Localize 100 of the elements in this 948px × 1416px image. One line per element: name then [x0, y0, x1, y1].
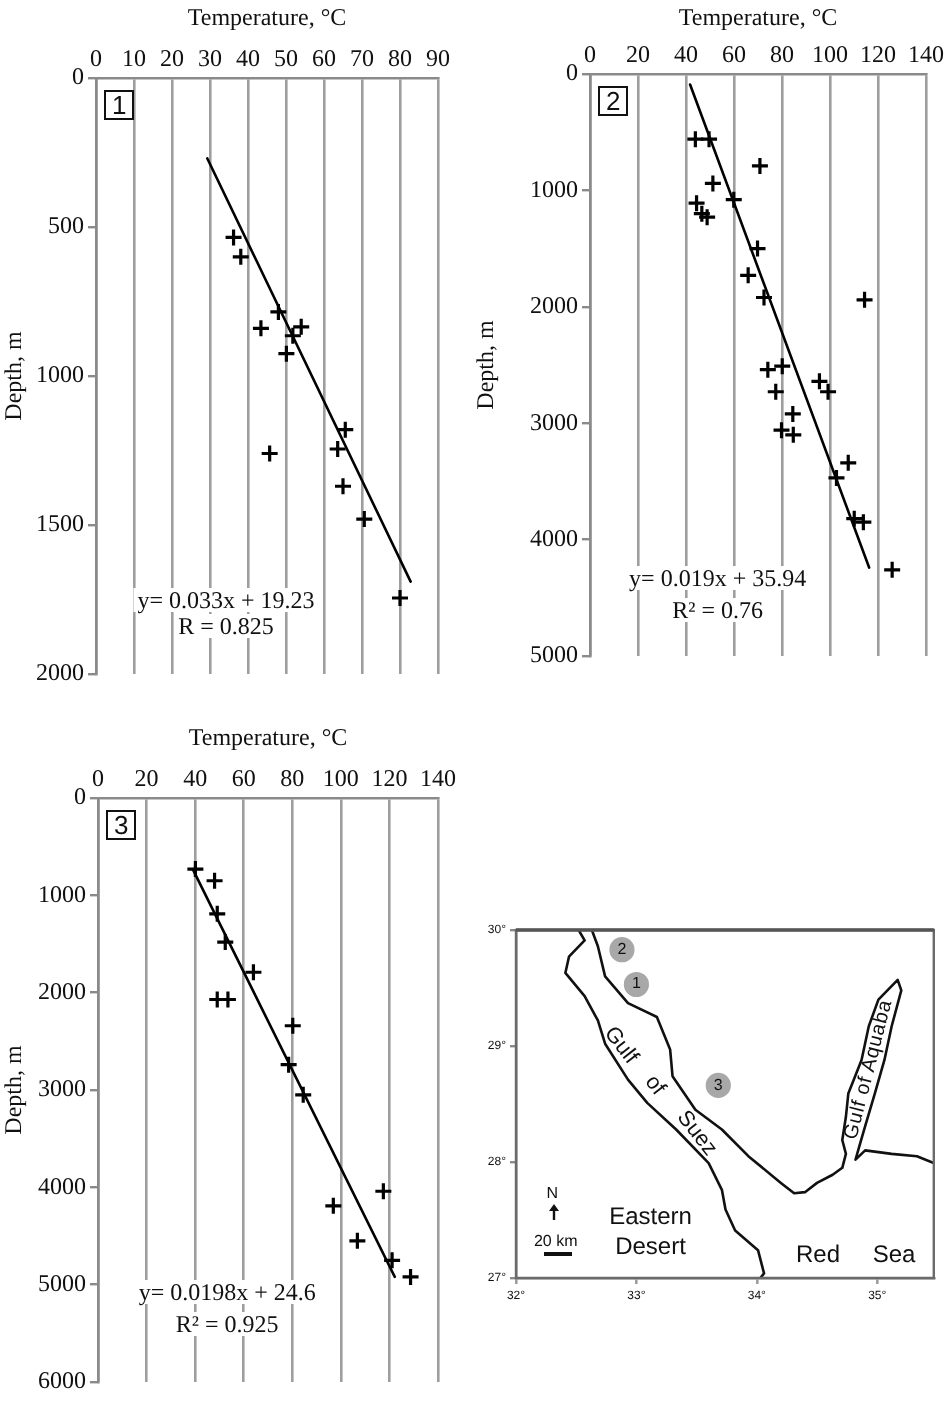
- point: [750, 156, 770, 176]
- annotation: of: [640, 1071, 671, 1101]
- y-tick-label: 6000: [38, 1366, 86, 1395]
- x-tick-label: 60: [312, 43, 336, 72]
- annotation: Red Sea: [795, 1239, 916, 1268]
- y-tick-label: 5000: [530, 640, 578, 669]
- y-tick-label: 3000: [530, 407, 578, 436]
- x-tick-label: 0: [584, 39, 596, 68]
- point: [251, 318, 271, 338]
- point: [758, 360, 778, 380]
- x-tick-label: 60: [722, 39, 746, 68]
- annotation: 3: [713, 1075, 723, 1094]
- x-tick-label: 100: [812, 39, 848, 68]
- point: [354, 509, 374, 529]
- point: [882, 560, 902, 580]
- point: [328, 439, 348, 459]
- point: [243, 962, 264, 982]
- point: [204, 871, 225, 891]
- x-tick-label: 80: [770, 39, 794, 68]
- y-tick-label: 0: [74, 782, 86, 811]
- y-tick-label: 1000: [38, 879, 86, 908]
- x-tick-label: 20: [134, 763, 159, 792]
- point: [724, 190, 744, 210]
- y-tick-label: 5000: [38, 1268, 86, 1297]
- point: [215, 932, 235, 952]
- point: [276, 344, 296, 364]
- x-axis-title: Temperature, °C: [187, 2, 347, 31]
- point: [291, 317, 311, 337]
- point: [207, 904, 227, 924]
- annotation: y= 0.033x + 19.23: [133, 586, 319, 615]
- annotation: Gulf of Aquaba: [840, 997, 898, 1142]
- point: [400, 1267, 421, 1287]
- y-axis-title: Depth, m: [470, 319, 499, 410]
- point: [738, 265, 758, 285]
- x-tick-label: 80: [280, 763, 305, 792]
- point: [685, 129, 705, 149]
- annotation: R² = 0.76: [668, 595, 768, 624]
- point: [293, 1085, 313, 1105]
- annotation: 20 km: [533, 1232, 578, 1251]
- y-tick-label: 3000: [38, 1074, 86, 1103]
- annotation: y= 0.019x + 35.94: [625, 564, 811, 592]
- y-tick-label: 2000: [36, 658, 84, 687]
- annotation: 2: [598, 86, 629, 116]
- x-tick-label: 40: [236, 43, 260, 72]
- point: [323, 1196, 343, 1216]
- y-tick-label: 1000: [530, 174, 578, 203]
- point: [333, 476, 353, 496]
- annotation: Eastern Desert: [607, 1201, 694, 1262]
- point: [373, 1181, 393, 1201]
- annotation: N: [546, 1183, 559, 1202]
- point: [335, 420, 355, 440]
- x-tick-label: 140: [908, 39, 944, 68]
- point: [699, 129, 719, 149]
- point: [382, 1250, 402, 1270]
- x-tick-label: 80: [388, 43, 412, 72]
- point: [766, 382, 786, 402]
- x-tick-label: 120: [860, 39, 896, 68]
- annotation: R² = 0.925: [171, 1309, 283, 1338]
- x-tick-label: 60: [231, 763, 256, 792]
- y-tick-label: 4000: [530, 523, 578, 552]
- point: [283, 1016, 303, 1036]
- point: [231, 247, 251, 267]
- point: [772, 356, 792, 376]
- point: [838, 453, 858, 473]
- y-axis-title: Depth, m: [0, 330, 27, 421]
- x-tick-label: 100: [322, 763, 359, 792]
- point: [747, 239, 768, 259]
- x-axis-title: Temperature, °C: [188, 722, 348, 751]
- x-tick-label: 20: [160, 43, 184, 72]
- annotation: y= 0.0198x + 24.6: [134, 1277, 320, 1306]
- x-tick-label: 90: [426, 43, 450, 72]
- y-tick-label: 1500: [36, 509, 84, 538]
- x-tick-label: 70: [350, 43, 374, 72]
- y-tick-label: 500: [48, 211, 84, 240]
- x-tick-label: 120: [371, 763, 408, 792]
- y-tick-label: 0: [72, 62, 84, 91]
- point: [854, 290, 875, 310]
- point: [279, 1055, 299, 1075]
- annotation: 3: [106, 810, 137, 840]
- y-tick-label: 2000: [530, 291, 578, 320]
- x-tick-label: 10: [122, 43, 146, 72]
- y-tick-label: 1000: [36, 360, 84, 389]
- point: [268, 302, 288, 322]
- x-axis-title: Temperature, °C: [678, 2, 838, 31]
- point: [283, 326, 303, 346]
- point: [390, 588, 410, 608]
- annotation: Gulf: [599, 1022, 644, 1070]
- point: [754, 287, 774, 308]
- x-tick-label: 40: [183, 763, 208, 792]
- point: [347, 1231, 367, 1251]
- x-tick-label: 20: [626, 39, 650, 68]
- x-tick-label: 30: [198, 43, 222, 72]
- x-tick-label: 50: [274, 43, 298, 72]
- y-tick-label: 4000: [38, 1171, 86, 1200]
- y-axis-title: Depth, m: [0, 1044, 27, 1135]
- annotation: 2: [617, 939, 627, 958]
- point: [260, 443, 280, 464]
- y-tick-label: 2000: [38, 976, 86, 1005]
- point: [703, 173, 723, 194]
- annotation: 1: [631, 974, 641, 993]
